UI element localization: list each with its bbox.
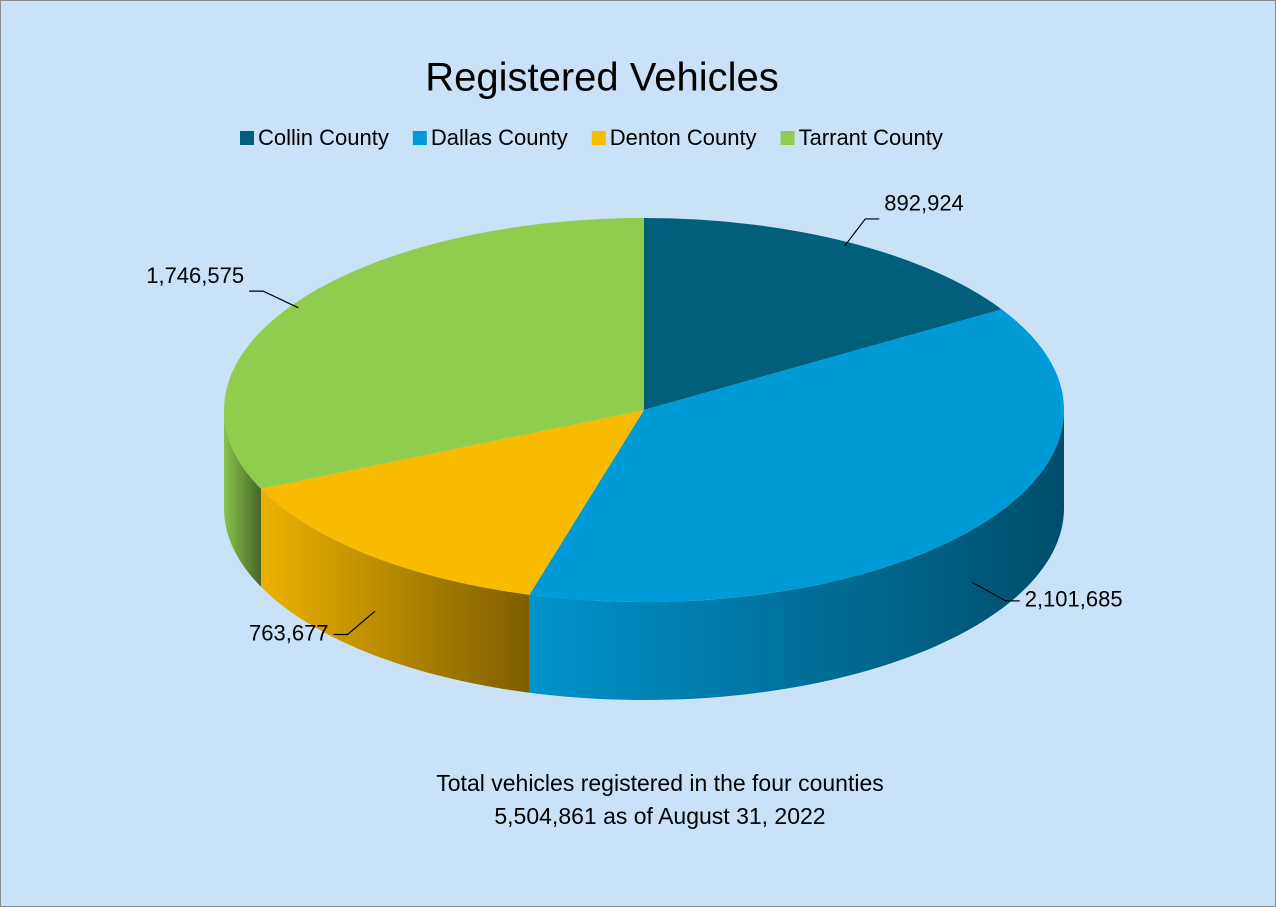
leader-line	[249, 290, 299, 309]
data-label: 763,677	[249, 620, 329, 645]
legend-swatch	[412, 131, 427, 145]
pie-slice	[223, 218, 644, 489]
data-label: 892,924	[884, 191, 964, 216]
legend-label: Dallas County	[431, 125, 568, 150]
pie-slice	[260, 410, 644, 595]
legend-swatch	[240, 131, 254, 145]
pie-sides	[224, 410, 1064, 700]
annotation: Total vehicles registered in the four co…	[436, 770, 883, 796]
pie-side-shade	[260, 488, 530, 693]
leader-line	[333, 610, 376, 636]
legend: Collin County Dallas County Denton County T…	[240, 125, 943, 150]
legend-label: Denton County	[610, 125, 757, 150]
pie-tops	[223, 218, 1064, 602]
pie-side-shade	[529, 410, 1064, 700]
pie-side-shade	[224, 410, 261, 587]
legend-swatch	[591, 131, 606, 145]
pie-slice	[644, 218, 1002, 410]
data-label: 1,746,575	[146, 263, 244, 288]
leader-line	[844, 218, 880, 247]
annotation: 5,504,861 as of August 31, 2022	[494, 803, 825, 829]
leader-line	[971, 581, 1020, 602]
pie-slice	[529, 309, 1064, 602]
legend-label: Collin County	[258, 125, 389, 150]
data-label: 2,101,685	[1025, 587, 1123, 612]
chart-title: Registered Vehicles	[425, 56, 779, 100]
legend-label: Tarrant County	[799, 125, 943, 150]
legend-swatch	[780, 131, 795, 145]
data-labels: 892,924 2,101,685 763,677 1,746,575	[146, 191, 1122, 646]
